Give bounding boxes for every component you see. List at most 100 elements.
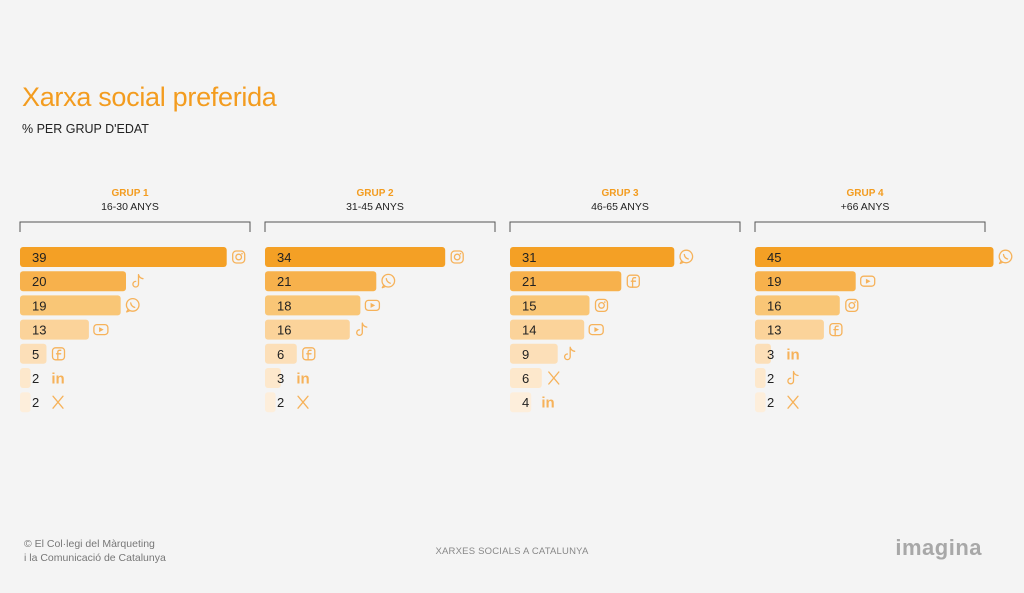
x-icon — [52, 395, 64, 409]
group-chart-4: GRUP 4 +66 ANYS 45 19 16 13 3 in 2 2 — [754, 188, 1013, 413]
facebook-icon — [626, 274, 640, 288]
bar-value-label: 5 — [32, 347, 39, 362]
bar-whatsapp — [755, 247, 994, 267]
bar-value-label: 45 — [767, 250, 781, 265]
youtube-icon — [93, 323, 109, 336]
bar-value-label: 15 — [522, 298, 536, 313]
group-label: GRUP 1 — [111, 188, 148, 199]
bar-facebook — [510, 271, 622, 292]
svg-text:in: in — [51, 371, 64, 388]
bar-value-label: 34 — [277, 250, 291, 265]
bar-value-label: 2 — [767, 395, 774, 410]
tiktok-icon — [787, 370, 799, 385]
bar-youtube — [510, 319, 585, 340]
bar-value-label: 21 — [522, 274, 536, 289]
bar-value-label: 19 — [32, 298, 46, 313]
bar-facebook — [265, 343, 297, 364]
facebook-icon — [51, 347, 66, 361]
group-bracket — [509, 221, 741, 232]
bar-instagram — [510, 295, 590, 316]
bar-whatsapp — [510, 247, 675, 267]
linkedin-icon: in — [541, 395, 554, 412]
linkedin-icon: in — [51, 371, 64, 388]
group-bracket — [264, 221, 496, 232]
bar-facebook — [755, 319, 824, 340]
bar-whatsapp — [20, 295, 121, 316]
svg-text:in: in — [541, 395, 554, 412]
youtube-icon — [364, 299, 381, 312]
footer-copyright: © El Col·legi del Màrqueting i la Comuni… — [24, 537, 166, 565]
bar-instagram — [265, 247, 446, 267]
tiktok-icon — [132, 274, 144, 288]
bar-value-label: 18 — [277, 298, 291, 313]
bar-instagram — [755, 295, 840, 316]
bar-value-label: 2 — [767, 371, 774, 386]
bar-x — [510, 368, 542, 388]
page-subtitle: % PER GRUP D'EDAT — [22, 122, 149, 136]
bar-value-label: 2 — [32, 395, 39, 410]
bar-value-label: 6 — [522, 371, 529, 386]
bar-facebook — [20, 343, 47, 364]
bar-linkedin — [265, 368, 281, 388]
instagram-icon — [594, 298, 609, 313]
x-icon — [548, 371, 560, 385]
footer-copyright-line2: i la Comunicació de Catalunya — [24, 552, 166, 564]
youtube-icon — [860, 275, 876, 287]
group-chart-2: GRUP 2 31-45 ANYS 34 21 18 16 6 3 in 2 — [264, 188, 496, 413]
bar-x — [265, 392, 276, 413]
bar-value-label: 3 — [277, 371, 284, 386]
age-range-label: +66 ANYS — [841, 201, 890, 213]
bar-value-label: 21 — [277, 274, 291, 289]
group-label: GRUP 2 — [356, 188, 393, 199]
bar-value-label: 3 — [767, 347, 774, 362]
whatsapp-icon — [998, 249, 1013, 265]
bar-youtube — [20, 319, 89, 340]
svg-text:in: in — [296, 371, 309, 388]
bar-value-label: 4 — [522, 395, 529, 410]
instagram-icon — [845, 298, 859, 313]
whatsapp-icon — [381, 273, 396, 289]
bar-tiktok — [510, 343, 558, 364]
whatsapp-icon — [125, 297, 140, 313]
age-range-label: 46-65 ANYS — [591, 201, 649, 213]
bar-linkedin — [510, 392, 532, 413]
bar-youtube — [755, 271, 856, 292]
linkedin-icon: in — [786, 346, 799, 363]
bar-value-label: 39 — [32, 250, 46, 265]
x-icon — [787, 395, 799, 409]
bar-whatsapp — [265, 271, 377, 292]
bar-value-label: 13 — [32, 323, 46, 338]
group-label: GRUP 4 — [846, 188, 883, 199]
bar-tiktok — [265, 319, 350, 340]
svg-text:in: in — [786, 346, 799, 363]
bar-instagram — [20, 247, 227, 267]
footer-logo: imagina — [895, 535, 982, 560]
bar-value-label: 13 — [767, 323, 781, 338]
footer-copyright-line1: © El Col·legi del Màrqueting — [24, 538, 155, 550]
bar-linkedin — [20, 368, 31, 388]
age-range-label: 31-45 ANYS — [346, 201, 404, 213]
bar-x — [755, 392, 766, 413]
x-icon — [297, 395, 309, 409]
instagram-icon — [232, 250, 246, 264]
group-chart-3: GRUP 3 46-65 ANYS 31 21 15 14 9 6 4 in — [509, 188, 741, 413]
page-title: Xarxa social preferida — [22, 82, 277, 112]
age-range-label: 16-30 ANYS — [101, 201, 159, 213]
tiktok-icon — [356, 322, 368, 337]
bar-value-label: 31 — [522, 250, 536, 265]
facebook-icon — [829, 322, 843, 337]
bar-value-label: 9 — [522, 347, 529, 362]
group-bracket — [19, 221, 251, 232]
bar-youtube — [265, 295, 361, 316]
group-label: GRUP 3 — [601, 188, 638, 199]
bar-x — [20, 392, 31, 413]
bar-value-label: 16 — [767, 298, 781, 313]
group-bracket — [754, 221, 986, 232]
bar-tiktok — [20, 271, 126, 292]
bar-value-label: 6 — [277, 347, 284, 362]
bar-value-label: 20 — [32, 274, 46, 289]
facebook-icon — [302, 347, 316, 361]
tiktok-icon — [563, 346, 576, 361]
bar-value-label: 19 — [767, 274, 781, 289]
